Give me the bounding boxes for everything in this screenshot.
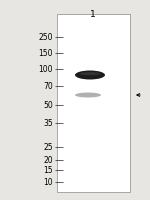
Bar: [57, 15, 130, 192]
Text: 25: 25: [43, 143, 53, 152]
Text: 15: 15: [43, 166, 53, 175]
Ellipse shape: [75, 93, 101, 98]
Ellipse shape: [80, 73, 100, 76]
Text: 250: 250: [39, 33, 53, 42]
Text: 35: 35: [43, 119, 53, 128]
Text: 50: 50: [43, 101, 53, 110]
Ellipse shape: [75, 71, 105, 80]
Text: 20: 20: [43, 156, 53, 165]
Text: 150: 150: [39, 49, 53, 58]
Text: 70: 70: [43, 82, 53, 91]
Text: 10: 10: [43, 178, 53, 187]
Text: 100: 100: [39, 65, 53, 74]
Text: 1: 1: [90, 10, 96, 19]
